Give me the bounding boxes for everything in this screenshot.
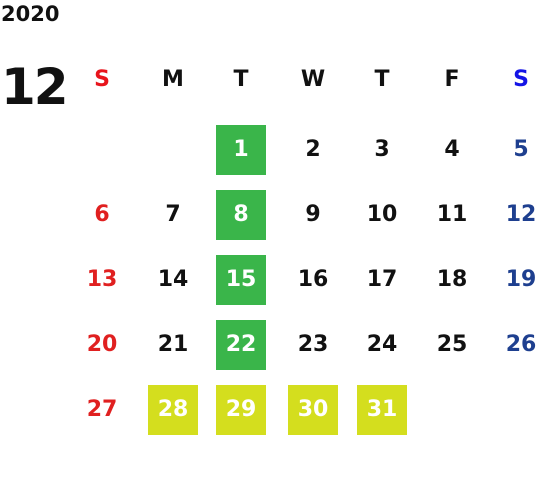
highlighted-day: 28 [148,385,198,435]
highlighted-day: 8 [216,190,266,240]
day: 26 [505,332,537,357]
day: 25 [436,332,468,357]
weekday-label: W [300,67,326,92]
day: 27 [86,397,118,422]
month: 12 [1,58,69,116]
highlighted-day: 15 [216,255,266,305]
day: 12 [505,202,537,227]
weekday-label: T [233,67,249,92]
day: 5 [513,137,529,162]
day: 4 [444,137,460,162]
highlighted-day: 1 [216,125,266,175]
weekday-label: M [162,67,184,92]
weekday-label: S [513,67,529,92]
day: 19 [505,267,537,292]
weekday-label: F [444,67,460,92]
day: 14 [157,267,189,292]
highlighted-day: 31 [357,385,407,435]
day: 2 [305,137,321,162]
day: 7 [165,202,181,227]
day: 23 [297,332,329,357]
day: 9 [305,202,321,227]
day: 21 [157,332,189,357]
day: 13 [86,267,118,292]
weekday-label: S [94,67,110,92]
highlighted-day: 30 [288,385,338,435]
weekday-label: T [374,67,390,92]
day: 17 [366,267,398,292]
day: 11 [436,202,468,227]
highlighted-day: 22 [216,320,266,370]
highlighted-day: 29 [216,385,266,435]
day: 20 [86,332,118,357]
day: 16 [297,267,329,292]
day: 6 [94,202,110,227]
day: 10 [366,202,398,227]
day: 24 [366,332,398,357]
year: 2020 [1,2,60,26]
day: 18 [436,267,468,292]
day: 3 [374,137,390,162]
